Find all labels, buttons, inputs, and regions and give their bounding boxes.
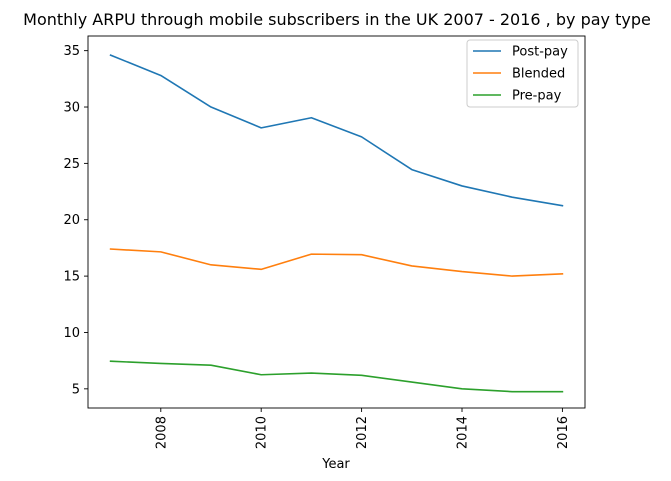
x-tick-label: 2008	[154, 416, 169, 449]
y-tick-label: 25	[63, 157, 80, 172]
legend: Post-pay Blended Pre-pay	[466, 39, 579, 108]
y-tick-label: 30	[63, 101, 80, 116]
plot-frame	[87, 35, 586, 409]
series-line-blended	[109, 248, 564, 277]
x-tick-label: 2012	[355, 416, 370, 449]
y-tick-label: 5	[72, 382, 80, 397]
x-axis-label: Year	[321, 457, 350, 472]
legend-label-post-pay: Post-pay	[512, 45, 568, 60]
chart-title: Monthly ARPU through mobile subscribers …	[23, 10, 651, 29]
x-tick-label: 2010	[255, 416, 270, 449]
y-tick-label: 10	[63, 326, 80, 341]
x-tick-label: 2016	[556, 416, 571, 449]
y-tick-label: 35	[63, 44, 80, 59]
legend-box	[466, 39, 579, 108]
series-line-post-pay	[109, 54, 564, 207]
legend-label-blended: Blended	[512, 67, 565, 82]
x-tick-label: 2014	[456, 416, 471, 449]
y-tick-label: 20	[63, 213, 80, 228]
plot-area: 2008 2010 2012 2014 2016 5 10 15 20 25 30 35	[63, 35, 586, 449]
legend-label-pre-pay: Pre-pay	[512, 89, 562, 104]
y-tick-label: 15	[63, 270, 80, 285]
series-line-pre-pay	[109, 360, 564, 393]
